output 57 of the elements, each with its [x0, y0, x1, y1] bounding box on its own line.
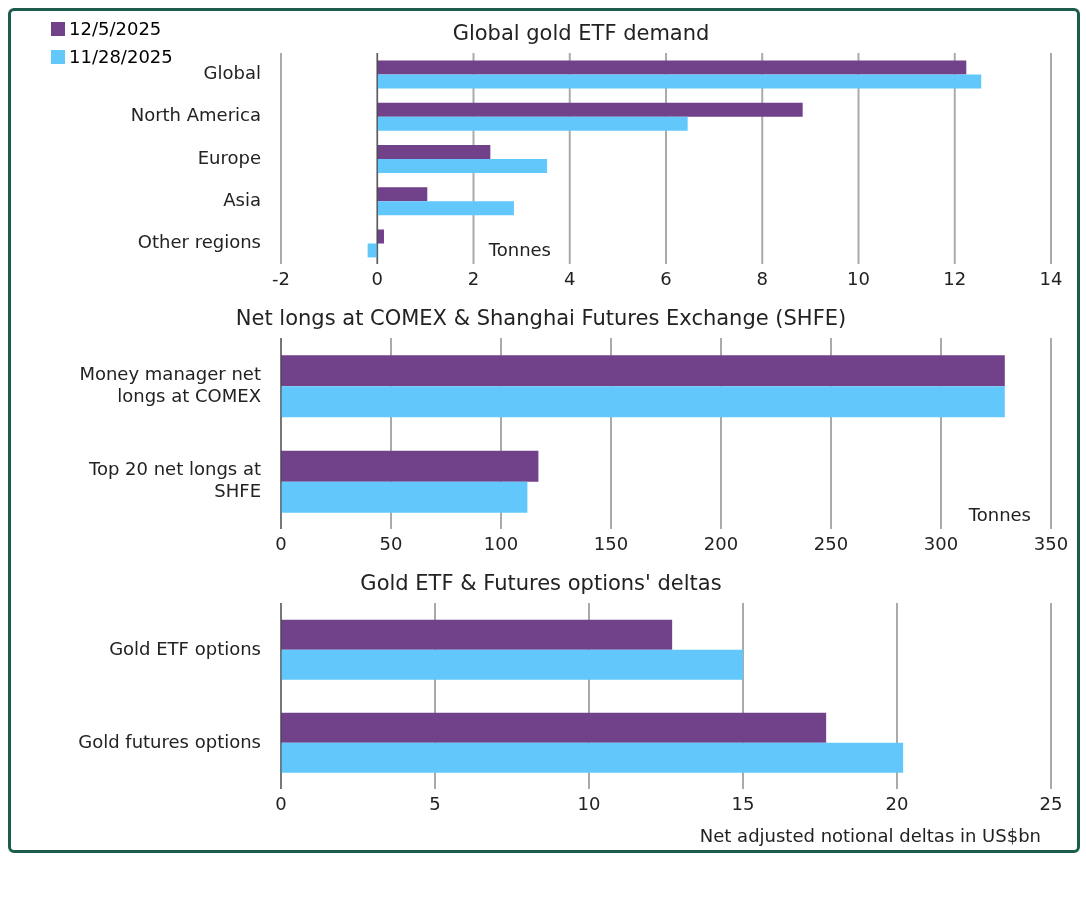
x-tick-label: 0	[275, 792, 287, 814]
x-tick-label: 200	[703, 532, 739, 554]
y-tick-label: Global	[203, 62, 261, 84]
bar	[377, 116, 688, 131]
bar	[377, 74, 982, 89]
legend-label: 12/5/2025	[69, 17, 162, 41]
y-tick-label: Money manager net longs at COMEX	[79, 362, 261, 406]
x-tick-label: 4	[564, 267, 576, 289]
y-tick-label: Europe	[197, 146, 261, 168]
y-tick-label: Other regions	[137, 230, 261, 252]
bar	[377, 60, 967, 75]
x-tick-label: 300	[923, 532, 959, 554]
x-tick-label: 350	[1033, 532, 1069, 554]
x-tick-label: -2	[272, 267, 290, 289]
bar	[281, 712, 827, 743]
x-tick-label: 0	[371, 267, 383, 289]
x-tick-label: 12	[943, 267, 967, 289]
bar	[281, 481, 528, 513]
annotation: Tonnes	[968, 504, 1031, 525]
x-axis-title: Net adjusted notional deltas in US$bn	[698, 825, 1042, 846]
annotation: Tonnes	[488, 239, 551, 260]
x-tick-label: 14	[1039, 267, 1063, 289]
x-tick-label: 10	[847, 267, 870, 289]
bar	[367, 243, 378, 258]
x-tick-label: 50	[379, 532, 403, 554]
bar	[281, 355, 1005, 387]
chart-title: Gold ETF & Futures options' deltas	[359, 570, 723, 595]
x-tick-label: 100	[483, 532, 519, 554]
y-tick-label: Gold ETF options	[109, 637, 261, 659]
x-tick-label: 6	[660, 267, 672, 289]
x-tick-label: 10	[577, 792, 601, 814]
bar	[281, 619, 673, 650]
legend-label: 11/28/2025	[69, 45, 173, 69]
x-tick-label: 20	[885, 792, 909, 814]
y-tick-label: Asia	[223, 188, 261, 210]
x-tick-label: 2	[467, 267, 480, 289]
bar	[281, 450, 539, 482]
bar	[377, 102, 803, 117]
bar	[377, 187, 428, 202]
bar	[281, 742, 904, 773]
bar	[281, 386, 1005, 418]
x-tick-label: 25	[1039, 792, 1063, 814]
x-tick-label: 250	[813, 532, 849, 554]
y-tick-label: Gold futures options	[78, 730, 261, 752]
y-tick-label: Top 20 net longs at SHFE	[87, 458, 261, 502]
x-tick-label: 150	[593, 532, 629, 554]
chart-title: Net longs at COMEX & Shanghai Futures Exchange (SHFE)	[234, 305, 848, 330]
bar	[377, 145, 491, 159]
x-tick-label: 15	[731, 792, 755, 814]
bar	[377, 159, 548, 173]
x-tick-label: 8	[756, 267, 768, 289]
bar	[377, 201, 514, 216]
x-tick-label: 5	[429, 792, 441, 814]
y-tick-label: North America	[130, 104, 261, 126]
bar	[281, 649, 743, 680]
x-tick-label: 0	[275, 532, 287, 554]
chart-title: Global gold ETF demand	[452, 21, 710, 45]
